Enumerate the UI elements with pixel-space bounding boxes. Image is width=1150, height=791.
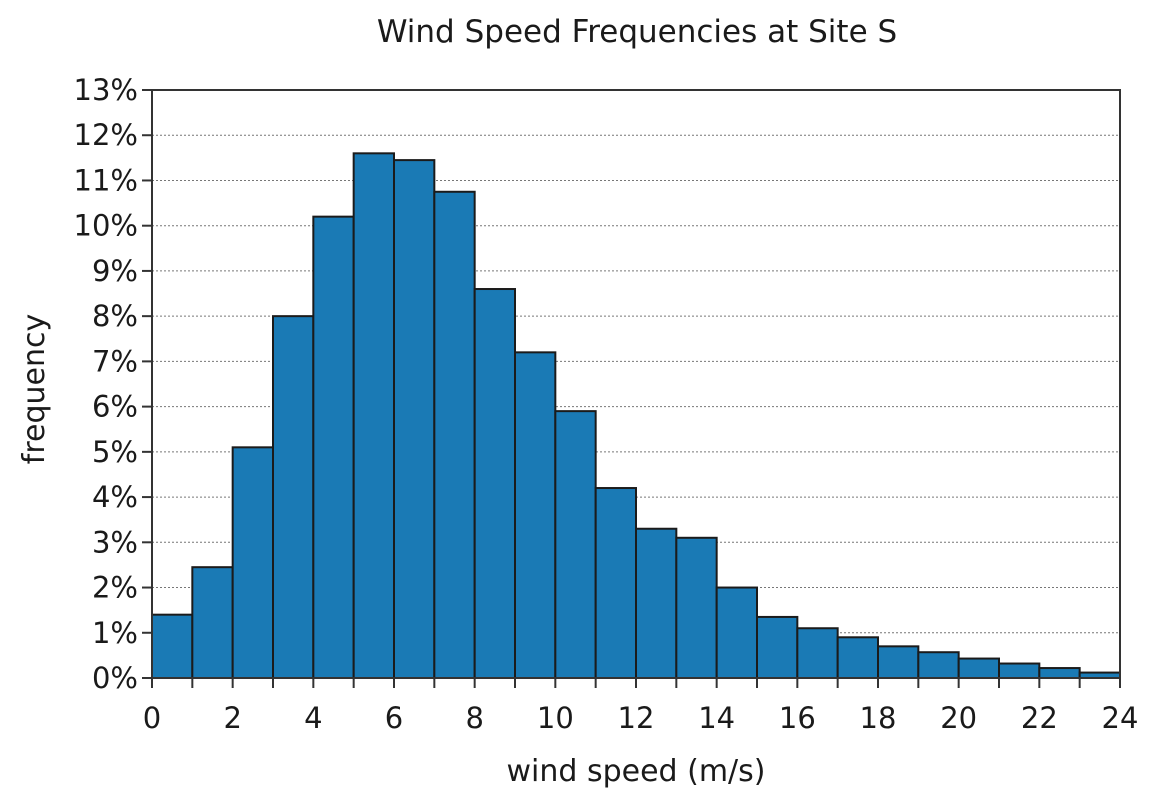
x-tick-label: 4 [304, 701, 322, 735]
y-tick-label: 0% [92, 661, 138, 695]
y-tick-label: 6% [92, 390, 138, 424]
chart-title: Wind Speed Frequencies at Site S [376, 14, 898, 50]
histogram-bar [514, 351, 557, 679]
histogram-bar [675, 536, 718, 679]
histogram-bar [393, 159, 436, 680]
histogram-bar [877, 645, 920, 679]
histogram-bar [1038, 667, 1081, 680]
y-tick-label: 13% [74, 73, 138, 107]
histogram-bar [312, 215, 355, 679]
x-tick-label: 12 [618, 701, 655, 735]
histogram-bar [635, 527, 678, 679]
x-tick-label: 10 [537, 701, 574, 735]
x-tick-label: 18 [860, 701, 897, 735]
histogram-bar [191, 566, 234, 680]
histogram-bar [433, 190, 476, 679]
histogram-bar [231, 446, 275, 680]
histogram-bar [594, 487, 638, 679]
histogram-bar [715, 586, 759, 679]
y-tick-label: 5% [92, 435, 138, 469]
histogram-bars [151, 152, 1121, 680]
x-axis-ticks: 0 2 4 6 8 10 12 14 16 18 20 22 24 [143, 678, 1139, 735]
histogram-bar [917, 651, 960, 679]
x-axis-label: wind speed (m/s) [507, 754, 766, 789]
y-tick-label: 9% [92, 254, 138, 288]
y-tick-label: 8% [92, 299, 138, 333]
histogram-bar [796, 627, 839, 679]
x-tick-label: 2 [223, 701, 241, 735]
histogram-bar [151, 613, 194, 680]
y-tick-label: 2% [92, 571, 138, 605]
y-tick-label: 10% [74, 209, 138, 243]
histogram-bar [998, 662, 1041, 680]
x-tick-label: 20 [940, 701, 977, 735]
y-tick-label: 4% [92, 480, 138, 514]
x-tick-label: 22 [1021, 701, 1058, 735]
x-tick-label: 6 [385, 701, 403, 735]
x-tick-label: 0 [143, 701, 161, 735]
x-tick-label: 16 [779, 701, 816, 735]
y-axis-ticks: 0% 1% 2% 3% 4% 5% 6% 7% 8% 9% 10% 11% 12% 13% [74, 73, 152, 695]
histogram-bar [554, 410, 597, 679]
histogram-bar [272, 315, 315, 679]
x-tick-label: 14 [698, 701, 735, 735]
x-tick-label: 8 [465, 701, 483, 735]
y-tick-label: 11% [74, 163, 138, 197]
y-axis-label: frequency [17, 314, 52, 464]
histogram-bar [352, 152, 395, 680]
histogram-bar [756, 615, 799, 680]
y-tick-label: 3% [92, 525, 138, 559]
histogram-bar [957, 657, 1001, 680]
y-tick-label: 1% [92, 616, 138, 650]
histogram-bar [473, 288, 516, 679]
y-tick-label: 7% [92, 344, 138, 378]
x-tick-label: 24 [1102, 701, 1139, 735]
histogram-bar [836, 636, 880, 679]
y-tick-label: 12% [74, 118, 138, 152]
